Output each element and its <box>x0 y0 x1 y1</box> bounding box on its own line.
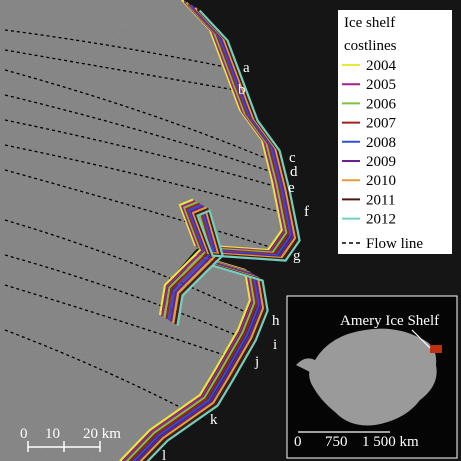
legend-title: costlines <box>344 38 397 54</box>
inset-scale-label: 1 500 km <box>362 434 419 450</box>
point-label: f <box>304 204 309 220</box>
legend-label: 2007 <box>366 116 397 132</box>
point-label: i <box>273 337 277 353</box>
legend: Ice shelf costlines Flow line 2004 2005 20… <box>338 10 452 254</box>
legend-title: Ice shelf <box>344 15 395 31</box>
inset-map: Amery Ice Shelf 0 750 1 500 km <box>287 296 457 458</box>
map-view: abcdefghijkl 0 10 20 km Ice shelf costli… <box>0 0 461 461</box>
inset-scale-label: 0 <box>294 434 302 450</box>
scale-label: 10 <box>45 426 60 442</box>
inset-scale-label: 750 <box>325 434 348 450</box>
point-label: h <box>272 313 280 329</box>
legend-label: 2004 <box>366 58 397 74</box>
scale-label: 20 km <box>83 426 121 442</box>
point-label: a <box>243 60 250 76</box>
page: {"legend": {"title_lines": ["Ice shelf",… <box>0 0 461 461</box>
legend-label: 2006 <box>366 96 397 112</box>
inset-label: Amery Ice Shelf <box>340 313 439 329</box>
legend-label: 2009 <box>366 154 396 170</box>
legend-label: 2011 <box>366 192 395 208</box>
scale-label: 0 <box>20 426 28 442</box>
legend-label: Flow line <box>366 236 423 252</box>
point-label: l <box>162 448 166 461</box>
legend-label: 2005 <box>366 77 396 93</box>
point-label: g <box>293 248 301 264</box>
point-label: d <box>290 164 298 180</box>
legend-label: 2008 <box>366 135 396 151</box>
point-label: j <box>254 354 259 370</box>
legend-label: 2012 <box>366 212 396 228</box>
point-label: e <box>288 180 295 196</box>
point-label: k <box>210 412 218 428</box>
point-label: b <box>238 82 246 98</box>
amery-highlight <box>430 345 442 353</box>
legend-label: 2010 <box>366 173 396 189</box>
